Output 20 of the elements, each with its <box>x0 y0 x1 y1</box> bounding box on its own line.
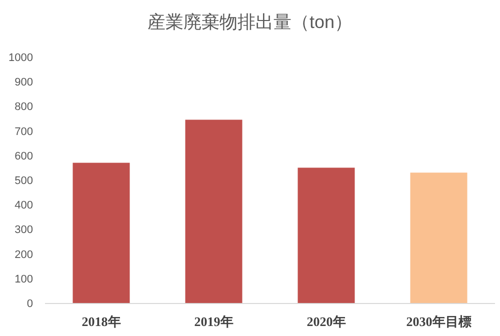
x-tick-label: 2019年 <box>194 314 234 329</box>
y-tick-label: 1000 <box>8 52 33 64</box>
y-tick-label: 100 <box>14 273 33 286</box>
y-tick-label: 200 <box>14 248 33 261</box>
bar <box>298 168 355 303</box>
chart-title: 産業廃棄物排出量（ton） <box>147 12 353 32</box>
y-tick-label: 500 <box>14 175 33 187</box>
y-tick-label: 700 <box>14 126 33 138</box>
bar <box>72 162 130 303</box>
y-tick-label: 300 <box>14 224 33 236</box>
y-tick-label: 600 <box>14 150 33 162</box>
y-tick-label: 0 <box>26 298 33 310</box>
x-tick-label: 2030年目標 <box>406 314 472 329</box>
y-tick-label: 900 <box>14 76 33 89</box>
bar <box>410 172 468 303</box>
bar <box>185 120 242 303</box>
y-tick-label: 800 <box>14 101 33 114</box>
y-tick-label: 400 <box>14 200 33 212</box>
x-tick-label: 2018年 <box>82 314 121 329</box>
x-tick-label: 2020年 <box>306 314 346 329</box>
